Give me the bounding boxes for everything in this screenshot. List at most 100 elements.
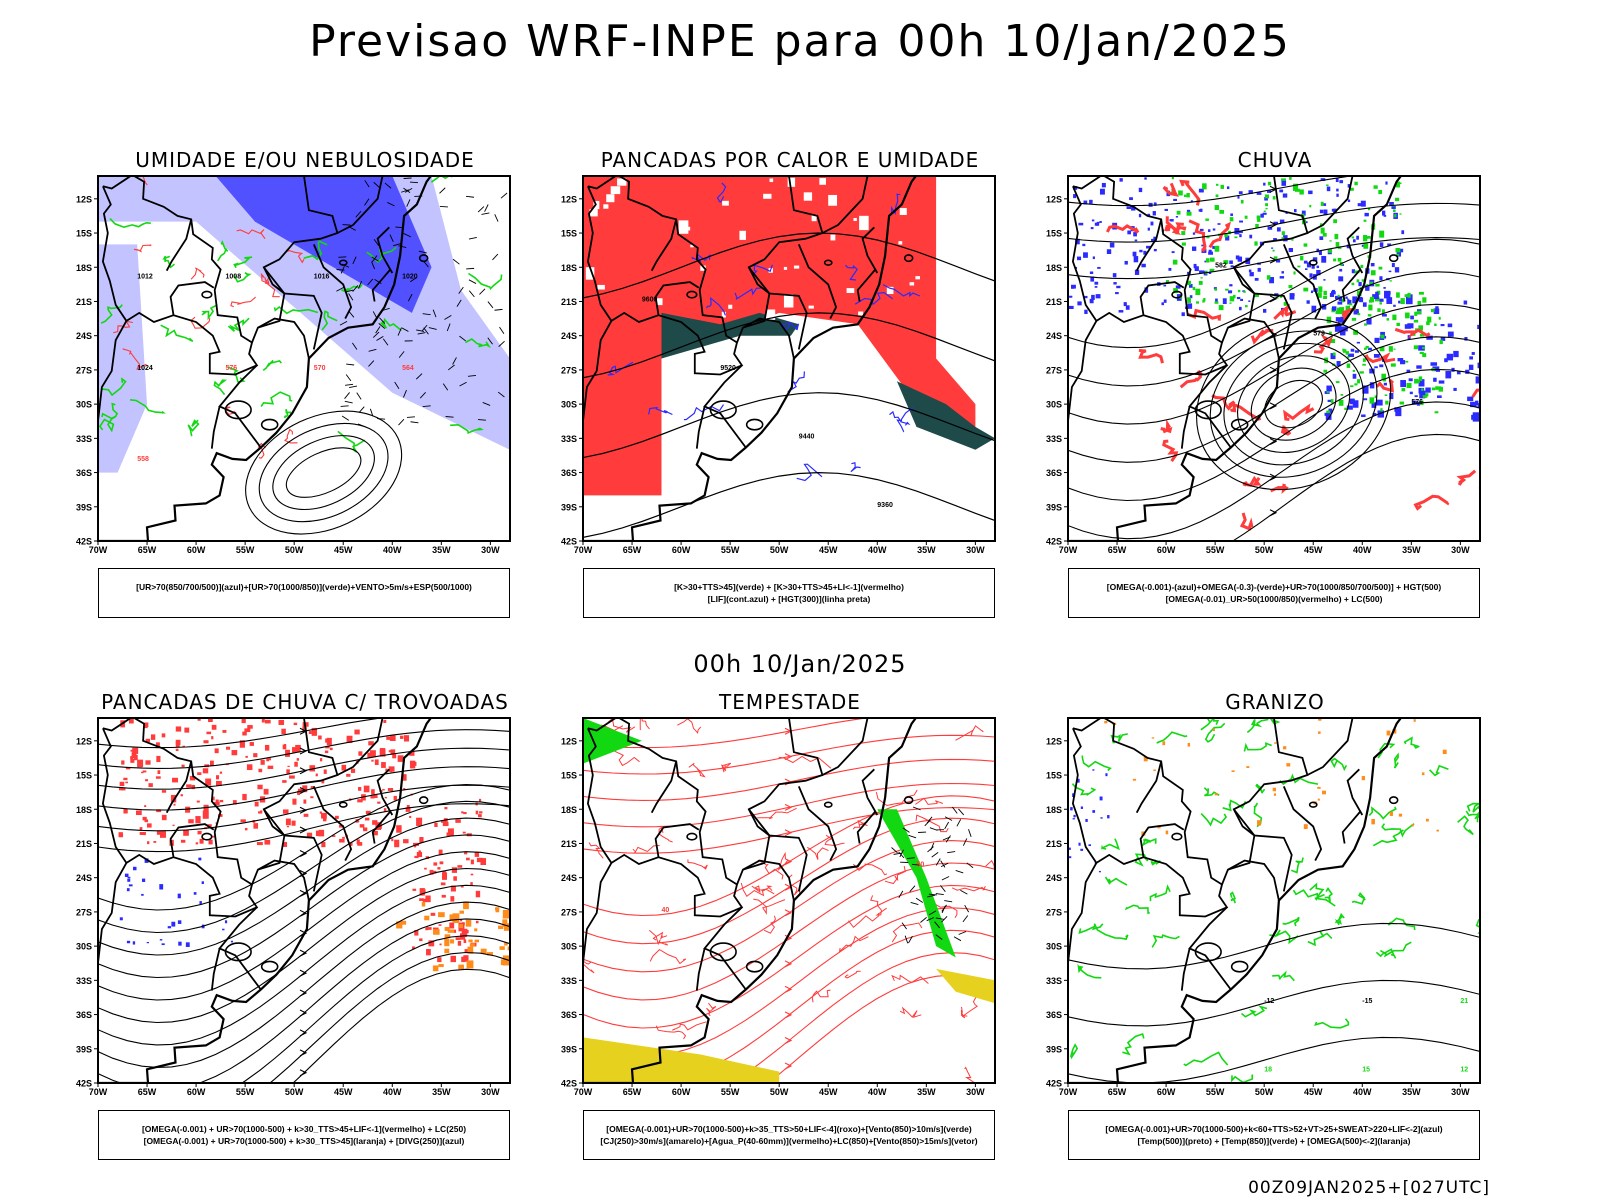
omega-blue [1283,235,1288,242]
omega500-orange [1153,769,1156,772]
lat-label: 33S [76,976,92,986]
temp850-contour [1183,1051,1229,1067]
temp850-contour [1104,876,1128,886]
precip-water-red [891,922,923,943]
convective-red [373,794,378,799]
lon-label: 60W [672,1087,691,1097]
omega-blue [1312,257,1318,262]
legend-line: [UR>70(850/700/500)](azul)+[UR>70(1000/8… [136,582,472,592]
thickness-contour-red [264,277,280,298]
temp850-contour [1149,884,1171,902]
omega-green-east [1418,291,1424,295]
convective-red [253,823,259,829]
omega-blue [1323,209,1328,216]
omega-blue [1370,262,1375,267]
omega-green-east [1323,369,1328,373]
omega-green-east [1430,308,1435,313]
convective-red [383,808,387,812]
convective-red [146,823,152,828]
precip-water-red [639,718,650,731]
precip-water-red [964,1066,978,1083]
wind-vector [364,198,370,206]
wind-vector [357,281,363,289]
convective-red [342,836,345,839]
omega-green [1178,190,1183,196]
wind-vector [422,405,431,407]
precip-water-red [583,960,595,974]
omega-blue [1382,210,1386,216]
wind-vector [439,187,446,194]
omega-blue [1152,211,1156,216]
omega-blue-east [1475,376,1480,384]
convective-red [291,820,296,826]
pressure-contour [258,422,389,523]
omega-blue [1192,232,1196,235]
legend-line: [OMEGA(-0.01)_UR>50(1000/850)(vermelho) … [1165,594,1383,604]
omega-blue [1338,276,1344,282]
omega500-orange [1411,824,1414,827]
omega-green [1219,209,1225,214]
convective-red [356,839,360,845]
wind-vector-850 [920,917,927,923]
wind-vector [398,245,407,248]
omega-blue-east [1379,364,1384,368]
convective-red [387,788,394,791]
wind-vector-850 [904,935,909,944]
convective-red [396,825,402,833]
convective-orange [467,946,474,954]
rain-red [1413,494,1450,511]
omega-blue [1099,188,1105,195]
precip-water-red [757,807,797,820]
convective-red [409,750,415,756]
omega-green [1209,268,1215,272]
omega-green-east [1335,381,1340,384]
lon-label: 50W [1255,1087,1274,1097]
omega-green [1293,271,1296,275]
wind-vector [346,363,355,366]
convective-red [377,801,381,804]
omega-blue-east [1347,353,1354,357]
precip-water-red [605,748,640,767]
omega-blue [1391,206,1396,209]
omega-blue-east [1350,348,1355,352]
omega-blue [1310,290,1314,294]
convective-red [139,832,145,835]
rain-red [1364,352,1396,364]
convective-red [185,806,191,813]
omega-blue [1089,199,1093,204]
precip-water-red [955,725,984,741]
omega-green [1378,189,1383,195]
wind-vector [345,383,354,386]
omega-green [1265,207,1268,210]
lat-label: 33S [561,434,577,444]
country-border [856,268,876,302]
hgt500-contour [1237,355,1351,454]
legend-pancadas-calor: [K>30+TTS>45](verde) + [K>30+TTS>45+LI<-… [583,568,995,618]
omega-blue-east [1376,399,1383,406]
omega-blue-east [1418,379,1425,387]
omega-blue [1186,209,1191,213]
omega-green [1245,305,1248,308]
precip-water-red [811,989,831,1003]
lat-label: 12S [76,194,92,204]
convective-red [318,735,322,740]
omega-green [1214,288,1218,291]
convective-red [241,718,246,724]
convective-red [130,756,133,760]
convective-orange [444,927,450,931]
convective-orange [424,915,430,921]
omega-blue-east [1397,358,1404,362]
omega-blue [1141,263,1146,268]
omega-blue [1200,208,1203,212]
stream-arrow [299,826,308,834]
clear-patch [765,309,776,320]
omega-green-east [1379,302,1382,305]
omega-blue-east [1374,337,1380,343]
omega-blue [1163,284,1167,287]
wind-vector [348,293,354,301]
convective-orange [474,928,478,932]
divergence-blue [124,873,129,877]
omega-blue-east [1410,315,1414,320]
wind-vector-850 [909,885,916,893]
